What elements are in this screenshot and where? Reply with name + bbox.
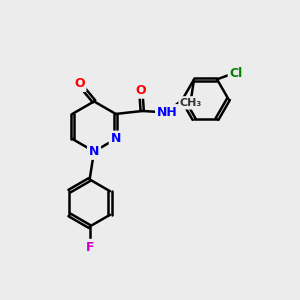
Text: O: O [74,77,85,90]
Text: N: N [89,145,99,158]
Text: CH₃: CH₃ [180,98,202,108]
Text: O: O [135,84,146,97]
Text: NH: NH [157,106,178,119]
Text: N: N [110,133,121,146]
Text: F: F [85,241,94,254]
Text: Cl: Cl [230,67,243,80]
